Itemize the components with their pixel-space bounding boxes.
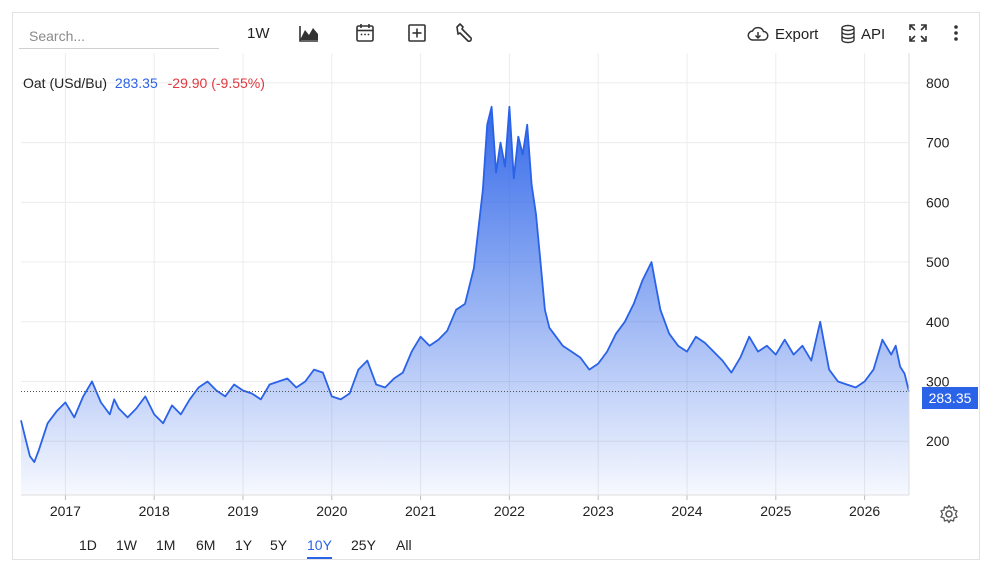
more-options-icon[interactable] (945, 22, 967, 44)
cloud-download-icon (747, 26, 769, 41)
current-price-tag: 283.35 (922, 387, 978, 409)
legend-price-change: -29.90 (-9.55%) (167, 75, 265, 91)
range-button-1w[interactable]: 1W (116, 537, 137, 553)
x-tick-label: 2022 (494, 503, 525, 519)
api-label: API (861, 25, 886, 43)
x-tick-label: 2018 (139, 503, 170, 519)
range-button-10y[interactable]: 10Y (307, 537, 332, 559)
y-tick-label: 800 (926, 75, 950, 91)
export-button[interactable]: Export (747, 23, 818, 45)
x-tick-label: 2024 (671, 503, 702, 519)
x-tick-label: 2017 (50, 503, 81, 519)
x-tick-label: 2023 (583, 503, 614, 519)
chart-type-icon[interactable] (298, 22, 320, 44)
range-button-1d[interactable]: 1D (79, 537, 97, 553)
y-tick-label: 500 (926, 254, 950, 270)
range-button-6m[interactable]: 6M (196, 537, 216, 553)
legend-last-price: 283.35 (114, 75, 158, 91)
range-button-1y[interactable]: 1Y (235, 537, 253, 553)
chart-legend: Oat (USd/Bu) 283.35 -29.90 (-9.55%) (23, 75, 265, 91)
range-button-25y[interactable]: 25Y (351, 537, 376, 553)
price-line (20, 105, 910, 463)
fullscreen-icon[interactable] (907, 22, 929, 44)
y-tick-label: 200 (926, 433, 950, 449)
wrench-icon[interactable] (453, 22, 475, 44)
toolbar: 1W Export API (13, 13, 979, 53)
calendar-icon[interactable] (354, 22, 376, 44)
x-tick-label: 2021 (405, 503, 436, 519)
x-tick-label: 2020 (316, 503, 347, 519)
x-tick-label: 2025 (760, 503, 791, 519)
range-button-all[interactable]: All (396, 537, 412, 553)
x-tick-label: 2019 (227, 503, 258, 519)
add-comparison-icon[interactable] (406, 22, 428, 44)
range-button-5y[interactable]: 5Y (270, 537, 288, 553)
export-label: Export (775, 25, 819, 43)
period-selector-button[interactable]: 1W (247, 25, 270, 42)
search-input[interactable] (19, 24, 219, 49)
y-tick-label: 400 (926, 314, 950, 330)
settings-gear-icon[interactable] (939, 504, 959, 524)
database-icon (841, 24, 855, 44)
x-tick-label: 2026 (849, 503, 880, 519)
chart-widget: 1W Export API (12, 12, 980, 560)
y-tick-label: 300 (926, 374, 950, 390)
price-area-fill (21, 106, 909, 496)
y-tick-label: 700 (926, 135, 950, 151)
legend-symbol-name: Oat (USd/Bu) (23, 75, 108, 91)
y-tick-label: 600 (926, 194, 950, 210)
range-selector: 1D 1W 1M 6M 1Y 5Y 10Y 25Y All (13, 533, 979, 561)
oat-price-chart: 200 300 400 500 600 700 800 2017 2018 2019 2020 202… (20, 53, 950, 519)
api-button[interactable]: API (840, 23, 885, 45)
range-button-1m[interactable]: 1M (156, 537, 176, 553)
